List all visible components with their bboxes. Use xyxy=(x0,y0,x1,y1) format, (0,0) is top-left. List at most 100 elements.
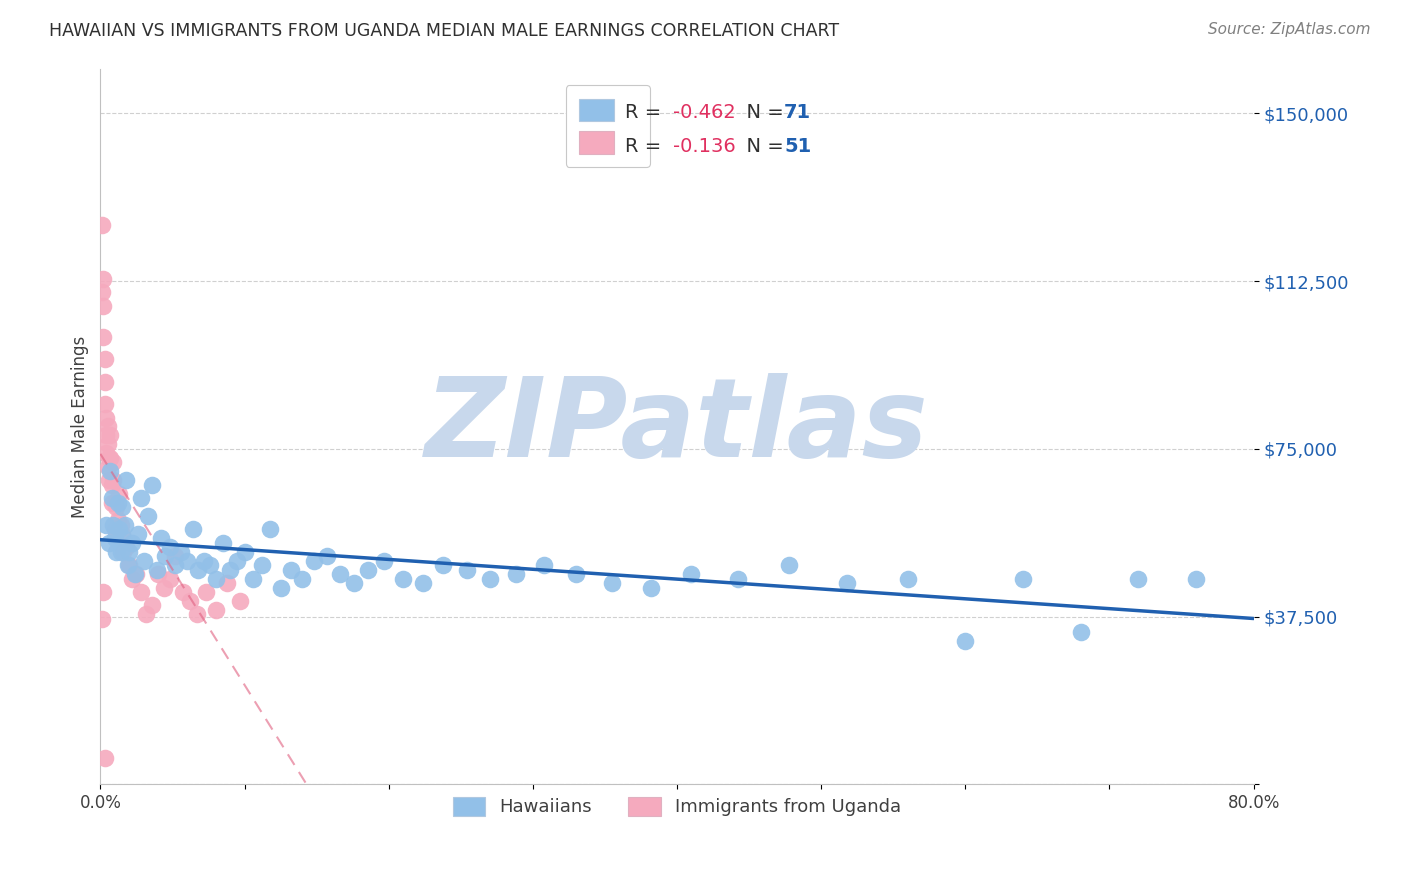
Point xyxy=(141,599,163,613)
Point xyxy=(291,572,314,586)
Point xyxy=(101,491,124,505)
Point xyxy=(103,455,125,469)
Point xyxy=(91,299,114,313)
Point xyxy=(114,517,136,532)
Point xyxy=(176,554,198,568)
Point xyxy=(357,563,380,577)
Point xyxy=(91,585,114,599)
Point xyxy=(478,572,501,586)
Text: R =: R = xyxy=(624,103,668,122)
Point xyxy=(94,428,117,442)
Point xyxy=(1012,572,1035,586)
Point xyxy=(118,545,141,559)
Point xyxy=(145,563,167,577)
Point xyxy=(118,558,141,573)
Point xyxy=(90,612,112,626)
Point xyxy=(392,572,415,586)
Point xyxy=(955,634,977,648)
Point xyxy=(149,532,172,546)
Point xyxy=(125,567,148,582)
Point xyxy=(141,477,163,491)
Text: R =: R = xyxy=(624,136,668,156)
Point xyxy=(121,536,143,550)
Point xyxy=(100,450,122,465)
Point xyxy=(108,486,131,500)
Point xyxy=(505,567,527,582)
Point xyxy=(412,576,434,591)
Point xyxy=(124,567,146,582)
Point xyxy=(778,558,800,573)
Point xyxy=(94,410,117,425)
Point xyxy=(132,554,155,568)
Point xyxy=(94,517,117,532)
Point xyxy=(104,522,127,536)
Point xyxy=(681,567,703,582)
Point xyxy=(117,558,139,573)
Point xyxy=(229,594,252,608)
Point xyxy=(204,603,226,617)
Point xyxy=(373,554,395,568)
Point xyxy=(101,495,124,509)
Point xyxy=(194,585,217,599)
Point xyxy=(103,517,125,532)
Point xyxy=(91,272,114,286)
Point xyxy=(640,581,662,595)
Point xyxy=(250,558,273,573)
Point xyxy=(112,532,135,546)
Point xyxy=(129,585,152,599)
Point xyxy=(104,532,127,546)
Point xyxy=(280,563,302,577)
Point xyxy=(110,545,132,559)
Text: N =: N = xyxy=(734,136,790,156)
Point xyxy=(432,558,454,573)
Point xyxy=(100,464,122,478)
Point xyxy=(159,541,181,555)
Point xyxy=(1128,572,1150,586)
Point xyxy=(96,437,118,451)
Point xyxy=(233,545,256,559)
Point xyxy=(259,522,281,536)
Point xyxy=(186,607,208,622)
Point xyxy=(1070,625,1092,640)
Point xyxy=(600,576,623,591)
Point xyxy=(107,495,129,509)
Point xyxy=(136,508,159,523)
Point xyxy=(135,607,157,622)
Point xyxy=(107,513,129,527)
Point xyxy=(93,352,115,367)
Text: -0.462: -0.462 xyxy=(673,103,735,122)
Point xyxy=(270,581,292,595)
Point xyxy=(105,545,128,559)
Point xyxy=(94,446,117,460)
Point xyxy=(103,473,125,487)
Text: 71: 71 xyxy=(785,103,811,122)
Point xyxy=(217,576,239,591)
Text: 51: 51 xyxy=(785,136,811,156)
Point xyxy=(121,572,143,586)
Point xyxy=(100,428,122,442)
Point xyxy=(111,526,134,541)
Point xyxy=(155,549,177,564)
Point xyxy=(111,500,134,514)
Point xyxy=(115,473,138,487)
Point xyxy=(93,375,115,389)
Point xyxy=(127,526,149,541)
Point xyxy=(204,572,226,586)
Point xyxy=(98,536,121,550)
Point xyxy=(170,545,193,559)
Point xyxy=(242,572,264,586)
Point xyxy=(226,554,249,568)
Point xyxy=(165,558,187,573)
Point xyxy=(565,567,588,582)
Legend: Hawaiians, Immigrants from Uganda: Hawaiians, Immigrants from Uganda xyxy=(443,789,910,825)
Point xyxy=(98,473,121,487)
Point xyxy=(159,572,181,586)
Point xyxy=(105,500,128,514)
Point xyxy=(93,750,115,764)
Point xyxy=(104,495,127,509)
Point xyxy=(129,491,152,505)
Point xyxy=(727,572,749,586)
Point xyxy=(146,567,169,582)
Point xyxy=(165,549,187,564)
Point xyxy=(187,563,209,577)
